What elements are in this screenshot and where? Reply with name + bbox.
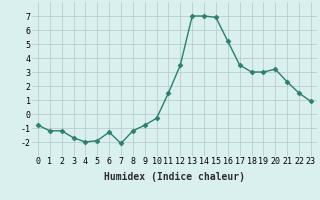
- X-axis label: Humidex (Indice chaleur): Humidex (Indice chaleur): [104, 172, 245, 182]
